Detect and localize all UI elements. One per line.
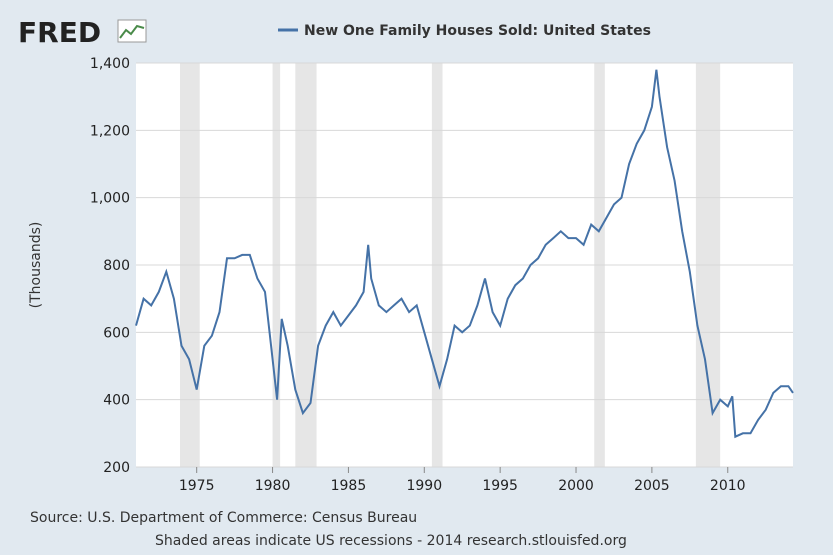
x-tick-label: 2000 <box>558 478 594 494</box>
legend-label: New One Family Houses Sold: United State… <box>304 23 651 39</box>
x-tick-label: 1990 <box>406 478 442 494</box>
y-tick-label: 400 <box>103 393 130 409</box>
note: Shaded areas indicate US recessions - 20… <box>155 533 627 549</box>
x-tick-label: 1975 <box>179 478 215 494</box>
x-tick-label: 1980 <box>255 478 291 494</box>
y-tick-label: 600 <box>103 325 130 341</box>
x-tick-label: 2010 <box>710 478 746 494</box>
logo-icon-line <box>119 24 145 39</box>
y-tick-label: 200 <box>103 460 130 476</box>
data-line <box>135 69 794 439</box>
source: Source: U.S. Department of Commerce: Cen… <box>30 510 417 526</box>
x-tick-label: 2005 <box>634 478 670 494</box>
y-tick-label: 1,000 <box>90 191 130 207</box>
x-tick-label: 1985 <box>331 478 367 494</box>
y-tick-label: 1,200 <box>90 123 130 139</box>
y-tick-label: 1,400 <box>90 56 130 72</box>
x-tick-label: 1995 <box>482 478 518 494</box>
y-axis-label: (Thousands) <box>28 222 44 309</box>
logo: FRED <box>18 16 101 49</box>
y-tick-label: 800 <box>103 258 130 274</box>
